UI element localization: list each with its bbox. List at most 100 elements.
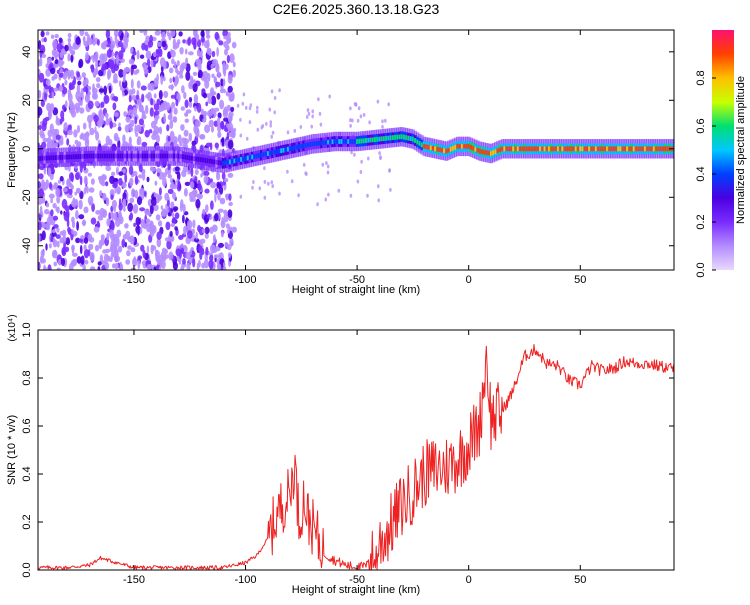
spectrogram-cell [47, 109, 52, 119]
x-tick-label: -50 [349, 274, 365, 286]
spectrogram-cell [82, 263, 86, 270]
spectrogram-cell [222, 78, 226, 87]
spectrogram-cell [41, 230, 46, 241]
spectrogram-cell [227, 122, 234, 132]
spectrogram-cell [164, 153, 167, 159]
spectrogram-cell [119, 153, 123, 159]
spectrogram-cell [179, 250, 182, 259]
spectrogram-cell [222, 160, 225, 166]
spectrogram-cell [96, 83, 101, 89]
spectrogram-cell [88, 243, 94, 251]
spectrogram-cell [86, 185, 89, 194]
spectrogram-cell [232, 61, 236, 68]
spectrogram-cell [324, 197, 328, 202]
spectrogram-cell [145, 218, 150, 223]
spectrogram-cell [241, 101, 245, 106]
spectrogram-cell [44, 91, 47, 101]
spectrogram-cell [198, 245, 203, 253]
spectrogram-x-ticks: -150 -100 -50 0 50 [123, 30, 586, 286]
spectrogram-cell [552, 146, 556, 152]
spectrogram-cell [293, 145, 297, 151]
spectrogram-cell [190, 181, 195, 189]
spectrogram-cell [112, 153, 116, 159]
spectrogram-cell [169, 77, 173, 84]
spectrogram-cell [523, 146, 527, 152]
spectrogram-cell [144, 153, 147, 159]
spectrogram-cell [197, 69, 203, 79]
spectrogram-cell [170, 94, 175, 99]
spectrogram-cell [219, 99, 225, 110]
spectrogram-cell [82, 79, 88, 88]
spectrogram-cell [340, 139, 344, 144]
spectrogram-cell [103, 153, 107, 159]
y-tick-label: 0.8 [21, 370, 33, 385]
spectrogram-cell [95, 68, 99, 75]
spectrogram-cell [147, 211, 151, 216]
spectrogram-cell [50, 155, 53, 161]
spectrogram-cell [172, 38, 177, 48]
spectrogram-cell [137, 255, 143, 260]
spectrogram-cell [74, 154, 78, 160]
spectrogram-cell [76, 221, 79, 231]
spectrogram-cell [200, 238, 206, 244]
spectrogram-cell [525, 146, 529, 152]
y-tick-label: 0 [21, 146, 33, 152]
spectrogram-cell [38, 124, 42, 131]
spectrogram-cell [153, 103, 160, 111]
spectrogram-cell [594, 146, 598, 152]
spectrogram-cell [447, 147, 451, 153]
spectrogram-cell [84, 259, 89, 265]
spectrogram-cell [217, 71, 221, 79]
spectrogram-cell [233, 127, 237, 132]
spectrogram-cell [122, 198, 127, 209]
spectrogram-cell [548, 146, 551, 152]
spectrogram-cell [239, 133, 243, 138]
spectrogram-cell [123, 207, 126, 212]
spectrogram-cell [225, 194, 230, 201]
snr-x-ticks: -150 -100 -50 0 50 [123, 330, 586, 586]
spectrogram-cell [158, 187, 162, 196]
spectrogram-cell [217, 112, 222, 119]
spectrogram-cell [357, 106, 361, 111]
spectrogram-cell [50, 34, 55, 39]
spectrogram-cell [213, 159, 216, 165]
spectrogram-cell [193, 94, 199, 104]
spectrogram-cell [38, 181, 41, 189]
spectrogram-cell [114, 255, 121, 262]
spectrogram-cell [135, 216, 141, 227]
spectrogram-cell [59, 175, 64, 182]
spectrogram-cell [113, 30, 119, 38]
spectrogram-cell [141, 115, 147, 120]
spectrogram-cell [118, 69, 124, 78]
spectrogram-cell [68, 82, 73, 91]
spectrogram-cell [307, 142, 310, 148]
spectrogram-cell [127, 245, 132, 250]
spectrogram-cell [299, 125, 303, 129]
spectrogram-x-label: Height of straight line (km) [292, 284, 420, 296]
spectrogram-cell [59, 155, 62, 160]
spectrogram-cell [140, 85, 147, 91]
spectrogram-cell [389, 135, 393, 141]
spectrogram-cell [170, 207, 174, 214]
spectrogram-cell [38, 200, 42, 205]
spectrogram-cell [282, 147, 286, 153]
spectrogram-cell [123, 68, 127, 76]
spectrogram-cell [99, 153, 103, 159]
spectrogram-cell [212, 234, 216, 243]
spectrogram-cell [309, 142, 312, 147]
spectrogram-cell [53, 261, 58, 267]
spectrogram-cell [77, 154, 80, 159]
spectrogram-cell [214, 142, 219, 149]
spectrogram-cell [177, 153, 181, 159]
spectrogram-cell [173, 107, 178, 115]
spectrogram-cell [217, 208, 224, 213]
spectrogram-cell [55, 234, 61, 240]
spectrogram-cell [411, 136, 415, 142]
spectrogram-cell [160, 75, 164, 85]
spectrogram-cell [135, 132, 139, 137]
spectrogram-cell [117, 139, 121, 149]
spectrogram-cell [445, 148, 448, 154]
spectrogram-cell [196, 102, 202, 113]
spectrogram-cell [79, 175, 83, 186]
spectrogram-cell [145, 94, 151, 99]
